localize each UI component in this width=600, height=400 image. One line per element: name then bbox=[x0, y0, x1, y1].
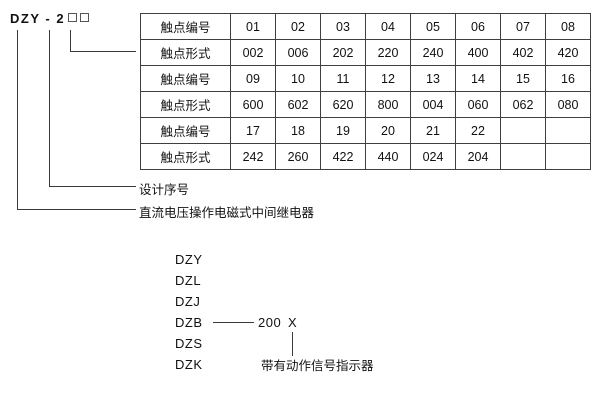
label-relay-description: 直流电压操作电磁式中间继电器 bbox=[139, 206, 315, 220]
table-row-label: 触点形式 bbox=[140, 91, 231, 118]
table-cell: 09 bbox=[230, 65, 276, 92]
table-cell: 19 bbox=[320, 117, 366, 144]
table-cell: 07 bbox=[500, 13, 546, 40]
table-cell: 11 bbox=[320, 65, 366, 92]
table-cell: 20 bbox=[365, 117, 411, 144]
table-cell bbox=[545, 117, 591, 144]
table-cell: 08 bbox=[545, 13, 591, 40]
table-cell: 03 bbox=[320, 13, 366, 40]
table-cell: 04 bbox=[365, 13, 411, 40]
leader-line-vertical-relay-description bbox=[17, 30, 18, 210]
table-row: 触点形式 002 006 202 220 240 400 402 420 bbox=[140, 39, 591, 66]
table-row-label: 触点形式 bbox=[140, 39, 231, 66]
table-cell: 004 bbox=[410, 91, 456, 118]
table-row-label: 触点编号 bbox=[140, 13, 231, 40]
table-row-label: 触点编号 bbox=[140, 65, 231, 92]
model-code-box-2 bbox=[80, 13, 90, 22]
series-item: DZY bbox=[175, 252, 203, 267]
series-item: DZK bbox=[175, 357, 203, 372]
table-cell: 204 bbox=[455, 143, 501, 170]
table-row-label: 触点形式 bbox=[140, 143, 231, 170]
table-cell: 400 bbox=[455, 39, 501, 66]
leader-line-vertical-design-serial bbox=[49, 30, 50, 187]
leader-line-vertical-contact bbox=[70, 30, 71, 52]
series-item: DZS bbox=[175, 336, 203, 351]
label-suffix-description: 带有动作信号指示器 bbox=[261, 359, 374, 373]
table-cell: 13 bbox=[410, 65, 456, 92]
series-connector-line bbox=[213, 322, 254, 323]
contact-specification-table: 触点编号 01 02 03 04 05 06 07 08 触点形式 002 006 202 220 240 4… bbox=[140, 13, 591, 170]
table-cell: 422 bbox=[320, 143, 366, 170]
table-cell: 402 bbox=[500, 39, 546, 66]
table-cell bbox=[500, 117, 546, 144]
table-cell: 01 bbox=[230, 13, 276, 40]
table-cell: 260 bbox=[275, 143, 321, 170]
table-cell: 620 bbox=[320, 91, 366, 118]
table-cell: 600 bbox=[230, 91, 276, 118]
table-cell: 220 bbox=[365, 39, 411, 66]
table-cell: 06 bbox=[455, 13, 501, 40]
leader-line-horizontal-relay-description bbox=[17, 209, 136, 210]
table-cell: 18 bbox=[275, 117, 321, 144]
series-item: DZB bbox=[175, 315, 203, 330]
table-cell: 080 bbox=[545, 91, 591, 118]
table-cell: 14 bbox=[455, 65, 501, 92]
table-cell: 062 bbox=[500, 91, 546, 118]
series-item: DZL bbox=[175, 273, 202, 288]
leader-line-vertical-suffix bbox=[292, 332, 293, 356]
table-cell: 21 bbox=[410, 117, 456, 144]
table-cell: 16 bbox=[545, 65, 591, 92]
table-cell: 060 bbox=[455, 91, 501, 118]
table-cell: 420 bbox=[545, 39, 591, 66]
series-item: DZJ bbox=[175, 294, 201, 309]
table-row-label: 触点编号 bbox=[140, 117, 231, 144]
series-suffix: X bbox=[288, 315, 297, 330]
table-row: 触点编号 01 02 03 04 05 06 07 08 bbox=[140, 13, 591, 40]
model-code: DZY - 2 bbox=[10, 11, 90, 26]
table-cell: 602 bbox=[275, 91, 321, 118]
table-row: 触点编号 09 10 11 12 13 14 15 16 bbox=[140, 65, 591, 92]
table-cell: 002 bbox=[230, 39, 276, 66]
table-row: 触点形式 600 602 620 800 004 060 062 080 bbox=[140, 91, 591, 118]
table-cell: 440 bbox=[365, 143, 411, 170]
leader-line-horizontal-design-serial bbox=[49, 186, 136, 187]
table-cell: 242 bbox=[230, 143, 276, 170]
label-design-serial: 设计序号 bbox=[139, 183, 190, 197]
table-cell: 240 bbox=[410, 39, 456, 66]
table-cell: 006 bbox=[275, 39, 321, 66]
table-cell bbox=[500, 143, 546, 170]
table-cell: 10 bbox=[275, 65, 321, 92]
series-number: 200 bbox=[258, 315, 282, 330]
table-cell: 15 bbox=[500, 65, 546, 92]
model-code-prefix: DZY - 2 bbox=[10, 11, 66, 26]
table-row: 触点形式 242 260 422 440 024 204 bbox=[140, 143, 591, 170]
table-row: 触点编号 17 18 19 20 21 22 bbox=[140, 117, 591, 144]
table-cell: 22 bbox=[455, 117, 501, 144]
table-cell: 024 bbox=[410, 143, 456, 170]
table-cell: 02 bbox=[275, 13, 321, 40]
table-cell: 17 bbox=[230, 117, 276, 144]
table-cell: 800 bbox=[365, 91, 411, 118]
table-cell: 05 bbox=[410, 13, 456, 40]
leader-line-horizontal-contact bbox=[70, 51, 136, 52]
table-cell: 12 bbox=[365, 65, 411, 92]
table-cell: 202 bbox=[320, 39, 366, 66]
contact-table-body: 触点编号 01 02 03 04 05 06 07 08 触点形式 002 006 202 220 240 4… bbox=[140, 13, 591, 170]
model-code-box-1 bbox=[68, 13, 78, 22]
table-cell bbox=[545, 143, 591, 170]
